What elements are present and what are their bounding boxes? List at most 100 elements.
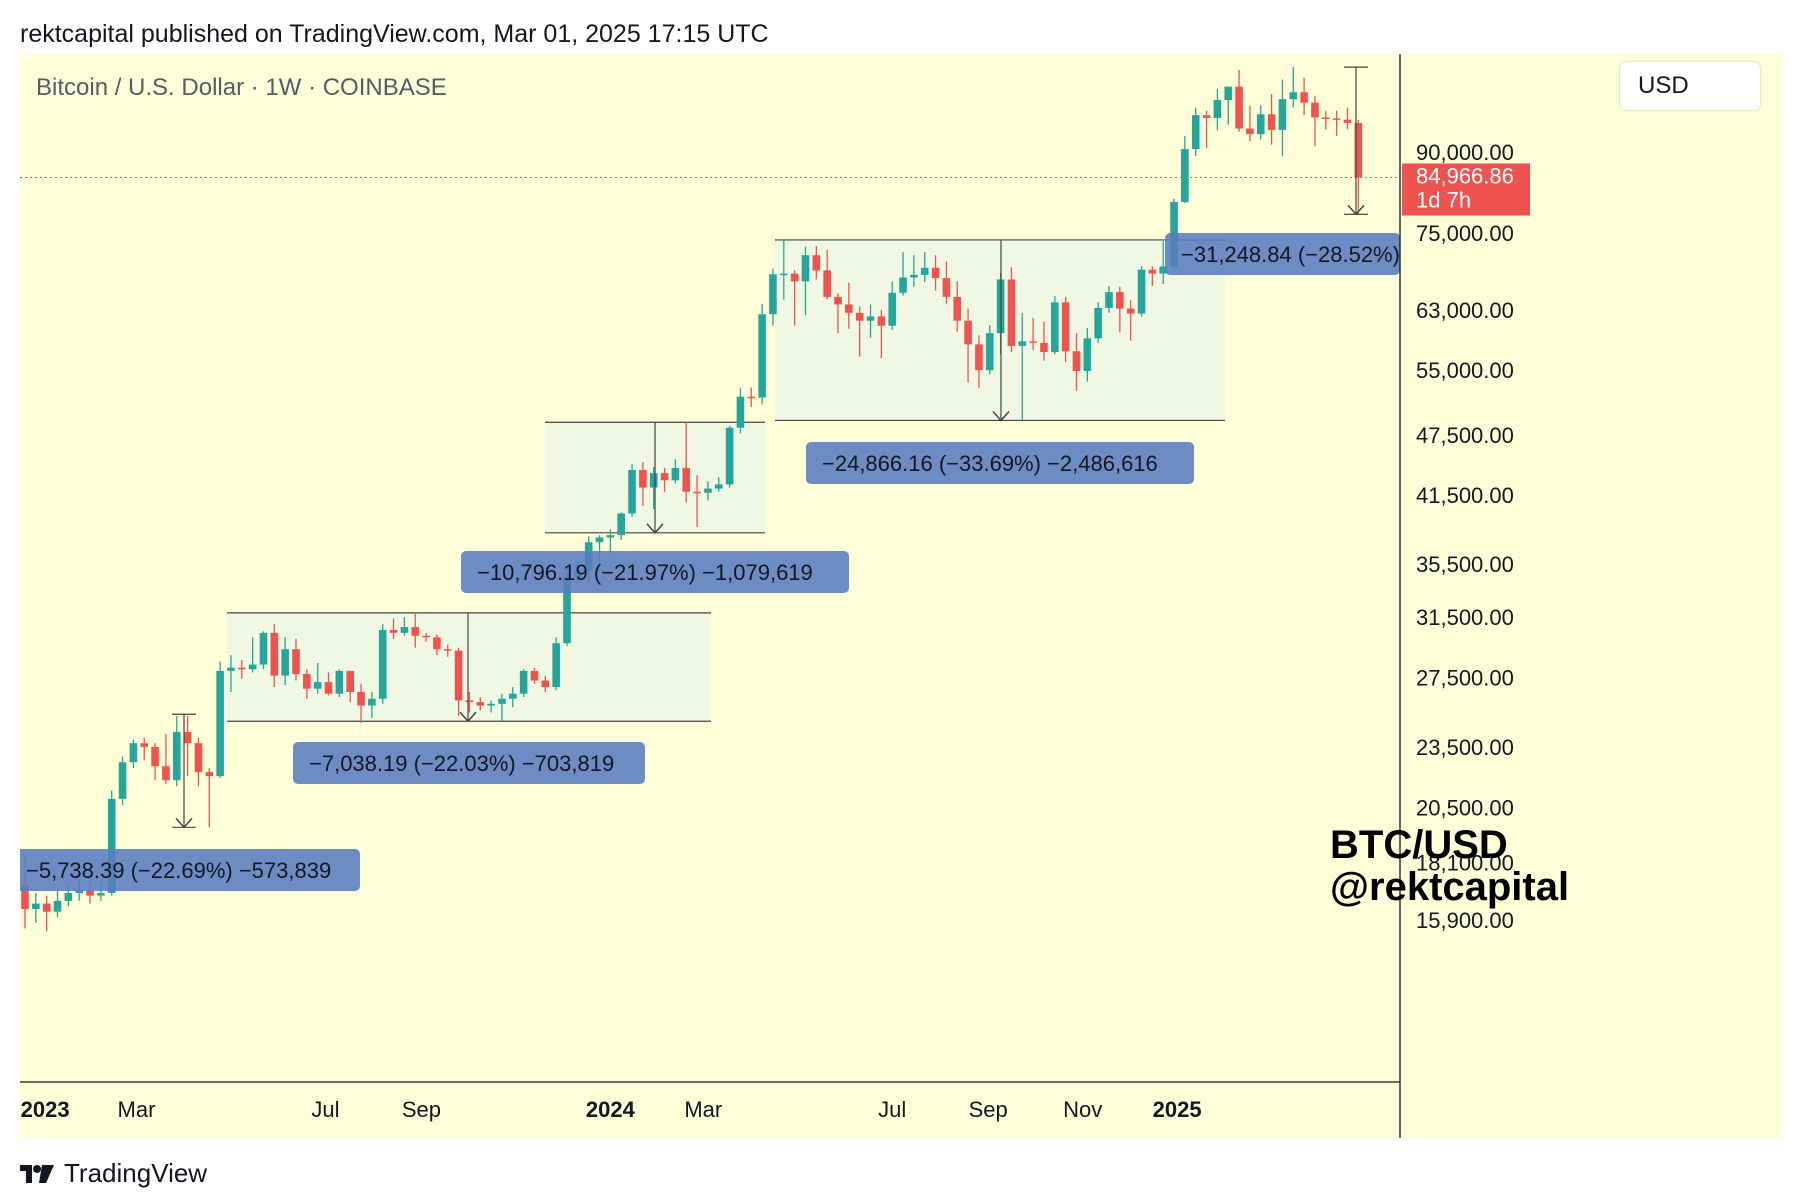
candle-body [1007,279,1016,346]
candle-body [303,674,311,689]
current-price-value: 84,966.86 [1416,163,1514,188]
range-label-5: −31,248.84 (−28.52%) [1181,242,1400,267]
candle-body [942,278,951,297]
chart-area[interactable]: −5,738.39 (−22.69%) −573,839 −7,038.19 (−… [20,54,1782,1138]
candle [888,281,896,331]
candle [411,612,420,648]
candle-body [1289,92,1298,100]
candle-body [324,682,333,694]
candle-body [780,273,788,276]
price-tick-label: 41,500.00 [1416,483,1514,508]
candle [140,737,149,761]
candle-body [443,649,452,651]
candle [476,697,485,711]
time-tick-label: Jul [311,1097,339,1122]
candle-body [1072,351,1081,371]
price-tick-label: 20,500.00 [1416,795,1514,820]
candle-body [75,890,83,893]
candle-body [411,627,420,636]
candle [660,468,669,492]
price-tick-label: 35,500.00 [1416,552,1514,577]
candle [823,249,831,300]
symbol-title: Bitcoin / U.S. Dollar · 1W · COINBASE [36,74,447,101]
range-arrow-head-1 [175,817,193,829]
candle [1126,300,1135,341]
candle-body [649,473,658,488]
price-chart[interactable]: −5,738.39 (−22.69%) −573,839 −7,038.19 (−… [20,54,1782,1138]
candle [53,890,62,918]
candle-body [368,698,376,706]
candle [1278,79,1287,156]
candle [1061,296,1070,363]
candle-body [1116,292,1124,309]
time-tick-label: Sep [969,1097,1008,1122]
candle-body [1126,308,1135,314]
currency-selector[interactable]: USD [1620,62,1760,110]
current-price-countdown: 1d 7h [1416,187,1471,212]
candle [877,310,886,359]
candle [172,715,181,787]
candle-body [1202,115,1211,118]
watermark: BTC/USD @rektcapital [1330,824,1569,908]
candle-body [606,535,615,538]
candle [1051,296,1059,355]
candle [1007,267,1016,353]
candle-body [866,316,875,321]
candle [1332,110,1341,137]
candle-body [1354,122,1363,178]
watermark-line1: BTC/USD [1330,823,1508,867]
price-tick-label: 15,900.00 [1416,908,1514,933]
candle [303,669,311,699]
candle [736,388,745,434]
candle-body [1105,292,1113,308]
candle-body [1224,86,1233,101]
candle-body [541,680,550,688]
range-labels: −5,738.39 (−22.69%) −573,839 −7,038.19 (−… [20,233,1400,891]
candle-body [183,732,192,744]
candle [335,669,344,698]
candle [118,756,127,806]
candle-body [671,468,680,481]
candle-body [433,637,441,650]
candle-body [628,470,636,514]
candle [227,655,235,693]
candle [42,895,51,932]
candle-body [465,700,474,703]
candle [617,512,625,540]
candle [769,268,777,326]
time-tick-label: Nov [1063,1097,1102,1122]
candle [292,638,300,681]
candle-body [357,692,365,706]
candle-body [140,743,149,747]
candle-body [693,491,701,494]
range-boxes [227,239,1225,722]
tradingview-logo-icon [20,1164,54,1183]
candle [855,306,864,357]
candle [780,239,788,300]
candle [313,663,322,694]
candle [985,325,994,375]
candle [368,692,376,718]
candle-body [172,732,181,781]
candle [899,252,907,296]
range-label-box-1 [20,849,360,891]
price-tick-label: 90,000.00 [1416,140,1514,165]
candle-body [107,798,116,893]
candle [1300,77,1308,116]
candle [1256,105,1265,140]
candle-body [953,296,962,321]
footer-brand[interactable]: TradingView [20,1158,207,1189]
candle-body [32,903,40,909]
candle [1246,105,1254,142]
candle [953,281,962,332]
candle-body [1181,149,1189,202]
candle-body [129,743,138,763]
price-tick-label: 63,000.00 [1416,298,1514,323]
candle-body [920,267,929,275]
candle-body [823,270,831,297]
candle [1029,317,1037,350]
candle-body [1213,100,1222,118]
candle [714,477,723,492]
candle-body [1235,86,1243,129]
candle-body [845,304,853,313]
